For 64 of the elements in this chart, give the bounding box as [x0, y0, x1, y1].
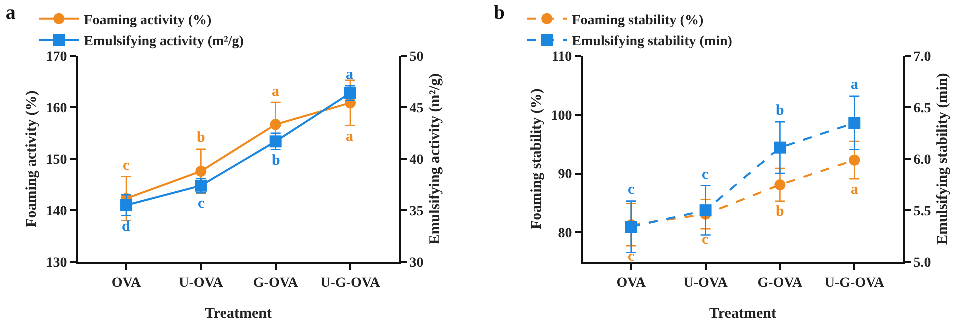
point [774, 142, 786, 154]
y-tick-label: 110 [552, 50, 572, 66]
point [774, 180, 786, 190]
chart-title: b [494, 2, 505, 24]
y2-tick-label: 30 [410, 256, 424, 271]
y-tick-label: 170 [46, 50, 68, 66]
x-tick-label: U-OVA [684, 276, 729, 291]
data-label: b [197, 130, 206, 146]
y2-tick-label: 40 [410, 153, 424, 168]
legend-label: Emulsifying stability (min) [572, 34, 733, 50]
point [625, 221, 638, 234]
data-label: c [628, 182, 635, 198]
point [700, 204, 712, 217]
y2-tick-label: 45 [410, 102, 424, 117]
y-axis-title: Foaming stability (%) [528, 88, 545, 230]
y-axis-title: Foaming activity (%) [24, 90, 40, 228]
point [196, 166, 207, 177]
data-label: c [702, 167, 709, 183]
data-label: c [628, 249, 635, 265]
point [270, 119, 282, 130]
data-label: a [851, 182, 859, 198]
data-label: a [346, 129, 354, 145]
y-tick-label: 90 [558, 168, 572, 183]
x-tick-label: OVA [112, 276, 142, 291]
x-tick-label: G-OVA [253, 276, 300, 291]
y-tick-label: 100 [551, 108, 572, 124]
x-tick-label: U-G-OVA [320, 276, 382, 291]
data-label: c [702, 232, 709, 248]
y-tick-label: 80 [558, 226, 572, 242]
y2-axis-title: Emulsifying activity (m²/g) [427, 74, 444, 245]
x-tick-label: OVA [616, 276, 647, 291]
chart-title: a [6, 2, 16, 24]
y2-axis-title: Emulsifying stability (min) [934, 73, 951, 245]
data-label: b [272, 153, 280, 169]
data-label: b [776, 103, 784, 119]
x-axis-title: Treatment [205, 306, 272, 322]
data-label: c [198, 196, 205, 212]
x-tick-label: G-OVA [758, 276, 804, 291]
y-tick-label: 150 [46, 153, 68, 168]
y-tick-label: 160 [46, 102, 68, 117]
point [849, 154, 860, 166]
y-tick-label: 130 [46, 256, 68, 271]
y2-tick-label: 5.0 [914, 256, 932, 271]
y2-tick-label: 5.5 [914, 204, 932, 220]
data-label: d [122, 219, 131, 235]
y-tick-label: 140 [46, 204, 68, 220]
point [120, 199, 133, 212]
y2-tick-label: 50 [410, 50, 424, 66]
x-axis-title: Treatment [710, 306, 776, 322]
data-label: c [123, 158, 130, 174]
data-label: b [776, 204, 784, 220]
x-tick-label: U-OVA [179, 276, 224, 291]
y2-tick-label: 6.0 [914, 153, 932, 168]
y2-tick-label: 6.5 [914, 102, 932, 117]
legend-label: Emulsifying activity (m²/g) [84, 34, 244, 50]
x-tick-label: U-G-OVA [824, 276, 886, 291]
y2-tick-label: 7.0 [914, 50, 932, 66]
point [848, 117, 861, 130]
data-label: a [851, 77, 859, 93]
data-label: a [346, 67, 354, 83]
y2-tick-label: 35 [410, 204, 424, 220]
legend-label: Foaming stability (%) [572, 13, 704, 28]
legend-label: Foaming activity (%) [84, 13, 212, 28]
data-label: a [272, 84, 280, 100]
